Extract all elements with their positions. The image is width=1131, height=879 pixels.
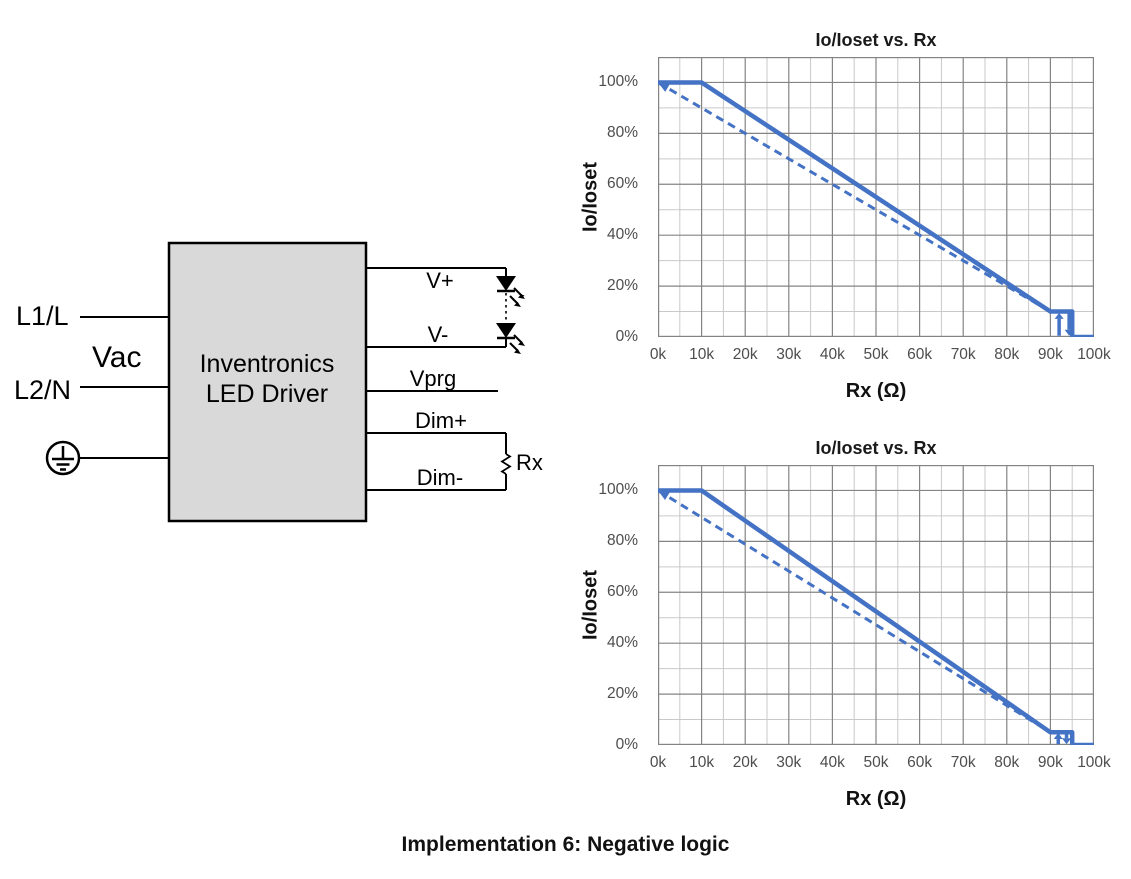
y-tick-label: 100%: [598, 481, 638, 499]
rx-label: Rx: [516, 450, 543, 475]
vprg-label: Vprg: [410, 366, 456, 391]
x-tick-label: 0k: [649, 346, 667, 363]
v-minus-label: V-: [428, 322, 449, 347]
io-ioset-chart-bottom: Io/Ioset vs. Rx Io/Ioset 0% 20% 40% 60% 80% 1…: [575, 428, 1125, 820]
x-tick-label: 70k: [950, 346, 976, 363]
chart-title: Io/Ioset vs. Rx: [815, 438, 937, 458]
y-axis-ticks: 0% 20% 40% 60% 80% 100%: [575, 57, 648, 345]
x-tick-label: 30k: [776, 754, 802, 771]
y-tick-label: 80%: [606, 124, 638, 142]
y-tick-label: 0%: [615, 736, 638, 753]
y-axis-ticks: 0% 20% 40% 60% 80% 100%: [575, 465, 648, 753]
x-tick-label: 40k: [819, 754, 845, 771]
plot-area: [658, 465, 1094, 745]
vac-label: Vac: [92, 341, 141, 374]
led-string: [496, 268, 525, 354]
terminal-label-l1: L1/L: [16, 301, 69, 331]
x-tick-label: 40k: [819, 346, 845, 363]
led-icon: [496, 276, 525, 307]
y-tick-label: 20%: [606, 685, 638, 703]
x-tick-label: 70k: [950, 754, 976, 771]
x-tick-label: 10k: [689, 346, 715, 363]
x-tick-label: 100k: [1077, 346, 1111, 363]
y-tick-label: 40%: [606, 634, 638, 652]
chart-title: Io/Ioset vs. Rx: [815, 30, 937, 50]
x-tick-label: 60k: [907, 754, 933, 771]
driver-block-label-line1: Inventronics: [200, 350, 335, 378]
x-tick-label: 50k: [863, 346, 889, 363]
io-ioset-chart-top: Io/Ioset vs. Rx Io/Ioset 0% 20% 40% 60% 80% 1…: [575, 20, 1125, 412]
y-tick-label: 40%: [606, 226, 638, 244]
x-tick-label: 80k: [994, 346, 1020, 363]
x-tick-label: 90k: [1037, 346, 1063, 363]
y-tick-label: 60%: [606, 583, 638, 601]
x-tick-label: 60k: [907, 346, 933, 363]
y-tick-label: 100%: [598, 73, 638, 91]
resistor-rx-icon: [500, 433, 512, 490]
plot-area: [658, 57, 1094, 337]
y-tick-label: 0%: [615, 328, 638, 345]
x-tick-label: 20k: [732, 346, 758, 363]
y-tick-label: 60%: [606, 175, 638, 193]
v-plus-label: V+: [426, 268, 454, 293]
y-tick-label: 20%: [606, 277, 638, 295]
x-tick-label: 90k: [1037, 754, 1063, 771]
x-axis-label: Rx (Ω): [845, 788, 907, 810]
x-tick-label: 0k: [649, 754, 667, 771]
x-axis-ticks: 0k 10k 20k 30k 40k 50k 60k 70k 80k 90k 100k: [650, 346, 1111, 366]
terminal-label-l2: L2/N: [14, 375, 71, 405]
y-tick-label: 80%: [606, 532, 638, 550]
driver-block-label-line2: LED Driver: [206, 380, 328, 408]
x-tick-label: 100k: [1077, 754, 1111, 771]
x-axis-label: Rx (Ω): [845, 380, 907, 402]
dim-minus-label: Dim-: [417, 465, 463, 490]
driver-block: [167, 241, 368, 523]
x-tick-label: 10k: [689, 754, 715, 771]
x-tick-label: 20k: [732, 754, 758, 771]
circuit-diagram: Inventronics LED Driver L1/L Vac L2/N V+…: [14, 241, 543, 523]
figure-caption: Implementation 6: Negative logic: [401, 833, 730, 856]
dim-plus-label: Dim+: [415, 408, 467, 433]
led-icon: [496, 323, 525, 354]
x-tick-label: 30k: [776, 346, 802, 363]
x-tick-label: 50k: [863, 754, 889, 771]
ground-icon: [45, 440, 81, 476]
x-axis-ticks: 0k 10k 20k 30k 40k 50k 60k 70k 80k 90k 100k: [650, 754, 1111, 774]
x-tick-label: 80k: [994, 754, 1020, 771]
